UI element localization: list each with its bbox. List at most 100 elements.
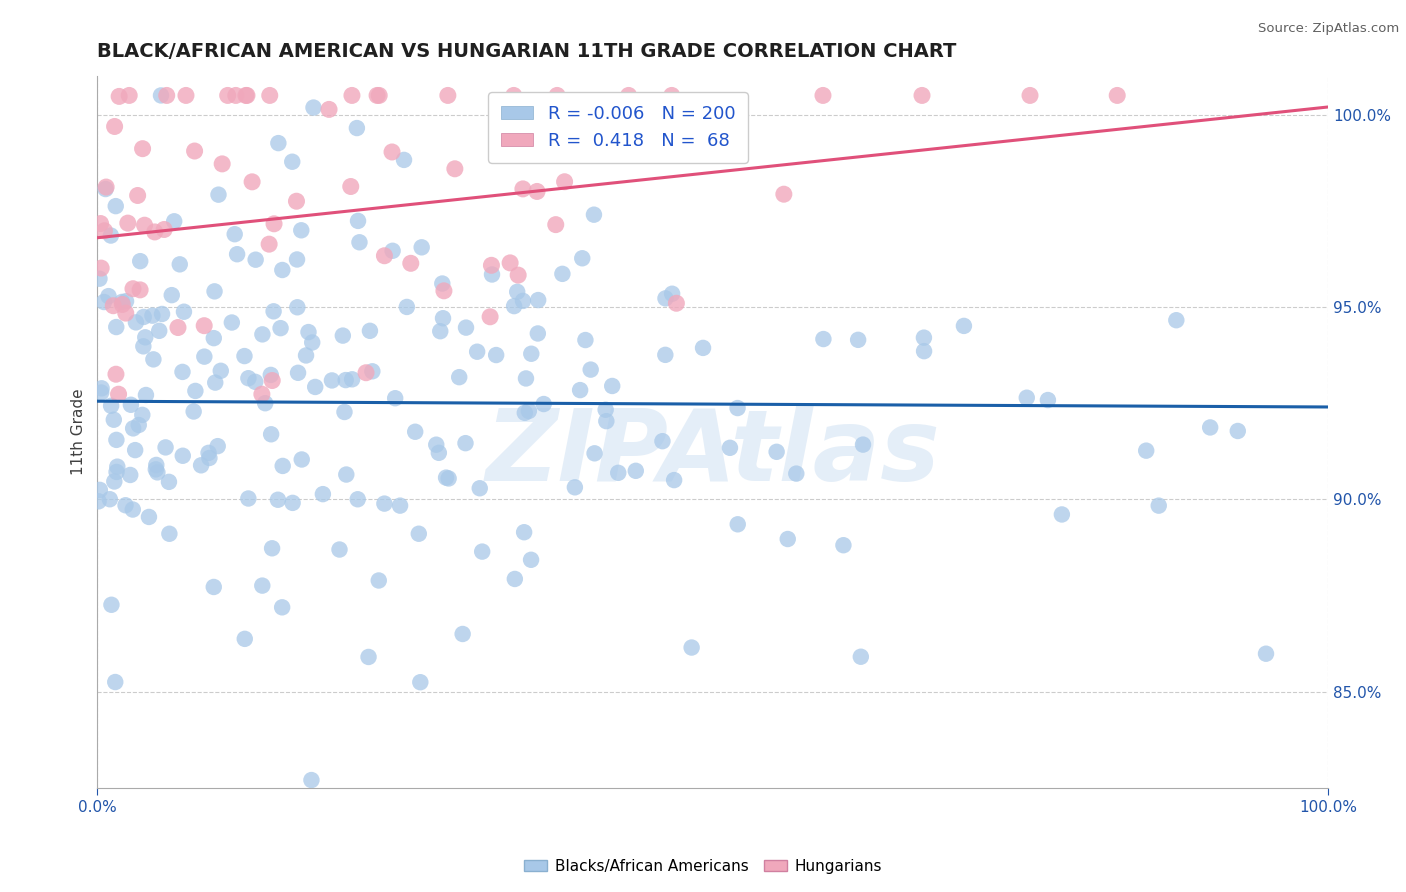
Blacks/African Americans	[389, 499, 412, 513]
Blacks/African Americans	[271, 600, 294, 615]
Hungarians	[259, 88, 281, 103]
Hungarians	[90, 217, 112, 231]
Blacks/African Americans	[527, 326, 550, 341]
Blacks/African Americans	[1135, 443, 1157, 458]
Hungarians	[127, 188, 149, 202]
Blacks/African Americans	[437, 471, 460, 485]
Hungarians	[399, 256, 422, 270]
Blacks/African Americans	[367, 574, 389, 588]
Hungarians	[143, 225, 166, 239]
Blacks/African Americans	[105, 459, 128, 474]
Blacks/African Americans	[198, 450, 221, 465]
Blacks/African Americans	[267, 136, 290, 150]
Blacks/African Americans	[150, 307, 173, 321]
Hungarians	[554, 175, 576, 189]
Blacks/African Americans	[121, 502, 143, 516]
Blacks/African Americans	[503, 572, 526, 586]
Blacks/African Americans	[681, 640, 703, 655]
Blacks/African Americans	[373, 497, 395, 511]
Hungarians	[131, 142, 153, 156]
Blacks/African Americans	[290, 223, 312, 237]
Hungarians	[481, 258, 503, 272]
Blacks/African Americans	[89, 271, 111, 285]
Hungarians	[381, 145, 404, 159]
Blacks/African Americans	[527, 293, 550, 307]
Blacks/African Americans	[333, 405, 356, 419]
Blacks/African Americans	[204, 285, 226, 299]
Hungarians	[617, 88, 640, 103]
Blacks/African Americans	[90, 381, 112, 395]
Blacks/African Americans	[163, 214, 186, 228]
Blacks/African Americans	[503, 299, 526, 313]
Blacks/African Americans	[285, 300, 308, 314]
Blacks/African Americans	[267, 492, 290, 507]
Blacks/African Americans	[304, 380, 326, 394]
Text: ZIPAtlas: ZIPAtlas	[485, 405, 941, 502]
Blacks/African Americans	[291, 452, 314, 467]
Blacks/African Americans	[120, 398, 142, 412]
Hungarians	[373, 249, 395, 263]
Hungarians	[368, 88, 391, 103]
Blacks/African Americans	[485, 348, 508, 362]
Hungarians	[183, 144, 205, 158]
Blacks/African Americans	[449, 370, 471, 384]
Blacks/African Americans	[579, 362, 602, 376]
Blacks/African Americans	[262, 541, 284, 556]
Blacks/African Americans	[515, 371, 537, 385]
Hungarians	[444, 161, 467, 176]
Blacks/African Americans	[204, 376, 226, 390]
Blacks/African Americans	[100, 399, 122, 413]
Blacks/African Americans	[551, 267, 574, 281]
Blacks/African Americans	[595, 402, 617, 417]
Hungarians	[134, 218, 156, 232]
Blacks/African Americans	[103, 475, 125, 489]
Blacks/African Americans	[155, 441, 177, 455]
Blacks/African Americans	[150, 88, 173, 103]
Hungarians	[560, 145, 582, 160]
Blacks/African Americans	[465, 344, 488, 359]
Blacks/African Americans	[425, 438, 447, 452]
Blacks/African Americans	[662, 473, 685, 487]
Blacks/African Americans	[607, 466, 630, 480]
Blacks/African Americans	[103, 413, 125, 427]
Blacks/African Americans	[115, 294, 138, 309]
Blacks/African Americans	[173, 304, 195, 318]
Blacks/African Americans	[432, 277, 454, 291]
Blacks/African Americans	[98, 492, 121, 507]
Blacks/African Americans	[190, 458, 212, 473]
Blacks/African Americans	[287, 366, 309, 380]
Legend: R = -0.006   N = 200, R =  0.418   N =  68: R = -0.006 N = 200, R = 0.418 N = 68	[488, 93, 748, 162]
Blacks/African Americans	[361, 364, 384, 378]
Hungarians	[340, 88, 363, 103]
Blacks/African Americans	[245, 252, 267, 267]
Blacks/African Americans	[132, 339, 155, 353]
Blacks/African Americans	[564, 480, 586, 494]
Blacks/African Americans	[207, 187, 229, 202]
Blacks/African Americans	[271, 458, 294, 473]
Blacks/African Americans	[183, 404, 205, 418]
Blacks/African Americans	[651, 434, 673, 449]
Blacks/African Americans	[105, 320, 128, 334]
Blacks/African Americans	[135, 388, 157, 402]
Blacks/African Americans	[1226, 424, 1249, 438]
Blacks/African Americans	[94, 182, 117, 196]
Blacks/African Americans	[221, 316, 243, 330]
Blacks/African Americans	[335, 467, 357, 482]
Blacks/African Americans	[1166, 313, 1188, 327]
Blacks/African Americans	[454, 436, 477, 450]
Blacks/African Americans	[104, 199, 127, 213]
Blacks/African Americans	[832, 538, 855, 552]
Blacks/African Americans	[124, 443, 146, 458]
Blacks/African Americans	[785, 467, 807, 481]
Hungarians	[1107, 88, 1129, 103]
Hungarians	[103, 299, 125, 313]
Hungarians	[156, 88, 179, 103]
Blacks/African Americans	[912, 331, 935, 345]
Hungarians	[153, 222, 176, 236]
Blacks/African Americans	[411, 240, 433, 254]
Blacks/African Americans	[1254, 647, 1277, 661]
Blacks/African Americans	[295, 348, 318, 362]
Blacks/African Americans	[138, 510, 160, 524]
Blacks/African Americans	[1050, 508, 1073, 522]
Blacks/African Americans	[328, 542, 350, 557]
